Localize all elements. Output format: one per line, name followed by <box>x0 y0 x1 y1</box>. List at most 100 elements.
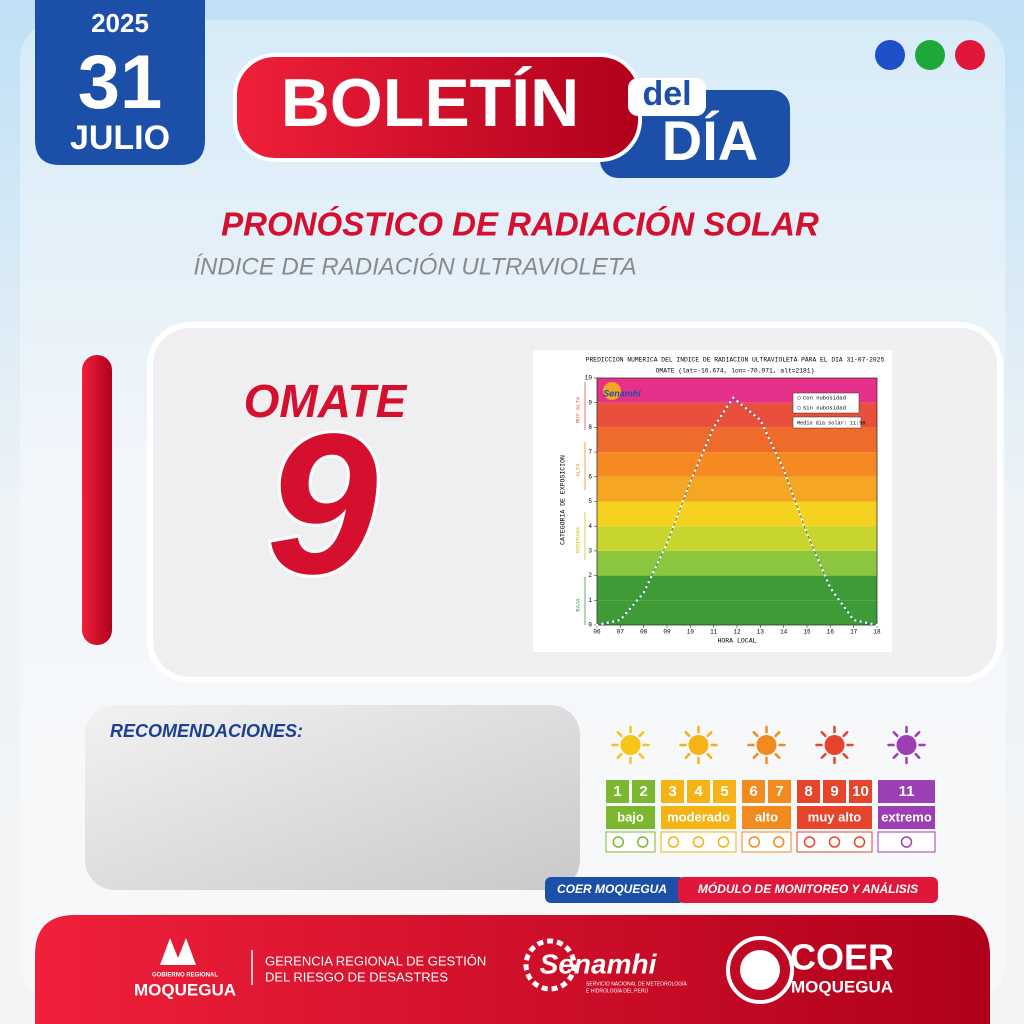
subtitle: ÍNDICE DE RADIACIÓN ULTRAVIOLETA <box>193 253 636 280</box>
band <box>597 600 877 625</box>
sun-ray <box>914 731 921 738</box>
x-tick-label: 12 <box>733 629 741 636</box>
x-tick-label: 14 <box>780 629 788 636</box>
band <box>597 476 877 502</box>
gov: MOQUEGUA <box>134 980 236 999</box>
level: 2 <box>639 783 647 800</box>
level-box <box>878 780 935 803</box>
icon-box <box>660 831 737 853</box>
del-tab <box>628 78 706 116</box>
sun-ray <box>638 731 645 738</box>
icon-box <box>796 831 873 853</box>
protection-icon <box>828 836 841 848</box>
sun-core <box>896 735 917 755</box>
recommendations-box <box>85 705 580 890</box>
gerencia: GERENCIA REGIONAL DE GESTIÓN <box>265 953 486 968</box>
category-box <box>606 806 655 829</box>
date-box <box>35 0 205 165</box>
level: 1 <box>613 783 621 800</box>
x-tick-label: 07 <box>617 629 625 636</box>
tag: MÓDULO DE MONITOREO Y ANÁLISIS <box>698 881 918 896</box>
x-tick-label: 10 <box>687 629 695 636</box>
bulletin: BOLETÍN <box>281 65 579 141</box>
coer-logo <box>726 936 794 1004</box>
gov-logo <box>160 938 196 965</box>
protection-icon <box>900 836 913 848</box>
sun-ray <box>706 752 713 759</box>
level-box <box>742 780 765 803</box>
band <box>597 575 877 601</box>
legend-dot <box>797 406 801 410</box>
protection-icon <box>803 836 816 848</box>
y-tick-label: 1 <box>588 597 592 604</box>
sun-ray <box>774 752 781 759</box>
y-tick-label: 3 <box>588 547 592 554</box>
sun-ray <box>820 731 827 738</box>
exposure-label: MODERADA <box>574 526 581 553</box>
level-box <box>661 780 684 803</box>
uv-scale: 1 2 bajo 3 4 5 moderado 6 7 alto 8 9 10 muy alto 11 ext… <box>605 725 936 853</box>
sun-ray <box>684 752 691 759</box>
y-tick-label: 6 <box>588 473 592 480</box>
x-tick-label: 17 <box>850 629 858 636</box>
sun-core <box>824 735 845 755</box>
legend-entry: Con nubosidad <box>803 394 846 401</box>
category: bajo <box>617 809 644 824</box>
band <box>597 501 877 527</box>
level-box <box>768 780 791 803</box>
senamhi-mark <box>603 382 621 400</box>
x-tick-label: 13 <box>757 629 765 636</box>
y-tick-label: 5 <box>588 498 592 505</box>
sun-ray <box>706 731 713 738</box>
sun-ray <box>842 752 849 759</box>
dot-green <box>915 40 945 70</box>
senamhi-logo <box>523 938 577 992</box>
x-tick-label: 06 <box>593 629 601 636</box>
x-tick-label: 16 <box>827 629 835 636</box>
uv-index: 9 <box>266 393 377 616</box>
sun-ray <box>684 731 691 738</box>
protection-icon <box>773 836 785 848</box>
exposure-label: ALTA <box>574 463 581 477</box>
gerencia: DEL RIESGO DE DESASTRES <box>265 969 448 984</box>
sun-core <box>620 735 641 755</box>
sun-core <box>756 735 777 755</box>
category-box <box>742 806 791 829</box>
month: JULIO <box>70 119 170 157</box>
sun-ray <box>774 731 781 738</box>
x-tick-label: 08 <box>640 629 648 636</box>
title: PRONÓSTICO DE RADIACIÓN SOLAR <box>221 206 819 243</box>
category-box <box>878 806 935 829</box>
tag-red <box>678 877 938 903</box>
y-tick-label: 10 <box>585 375 593 382</box>
level: 11 <box>899 783 915 800</box>
footer <box>35 915 990 1024</box>
protection-icon <box>667 836 680 848</box>
band <box>597 427 877 453</box>
senamhi: Senamhi <box>540 948 658 979</box>
band <box>597 452 877 477</box>
sun-ray <box>842 731 849 738</box>
sun-ray <box>752 752 759 759</box>
tag: COER MOQUEGUA <box>557 882 667 896</box>
senamhi-mark-text: Senamhi <box>603 388 641 398</box>
coer: COER <box>790 937 894 978</box>
tag-blue <box>545 877 685 903</box>
exposure-label: MUY ALTA <box>574 396 581 423</box>
sun-ray <box>892 752 899 759</box>
protection-icon <box>748 836 760 848</box>
category: moderado <box>667 809 730 824</box>
level-box <box>797 780 820 803</box>
level-box <box>632 780 655 803</box>
x-tick-label: 11 <box>710 629 718 636</box>
recommendations-title: RECOMENDACIONES: <box>110 721 303 741</box>
sun-ray <box>752 731 759 738</box>
chart: PREDICCION NUMERICA DEL INDICE DE RADIAC… <box>560 357 885 645</box>
level: 3 <box>668 783 676 800</box>
protection-icon <box>612 836 624 848</box>
chart-title: PREDICCION NUMERICA DEL INDICE DE RADIAC… <box>586 357 885 364</box>
y-tick-label: 4 <box>588 523 592 530</box>
day: 31 <box>78 40 163 125</box>
